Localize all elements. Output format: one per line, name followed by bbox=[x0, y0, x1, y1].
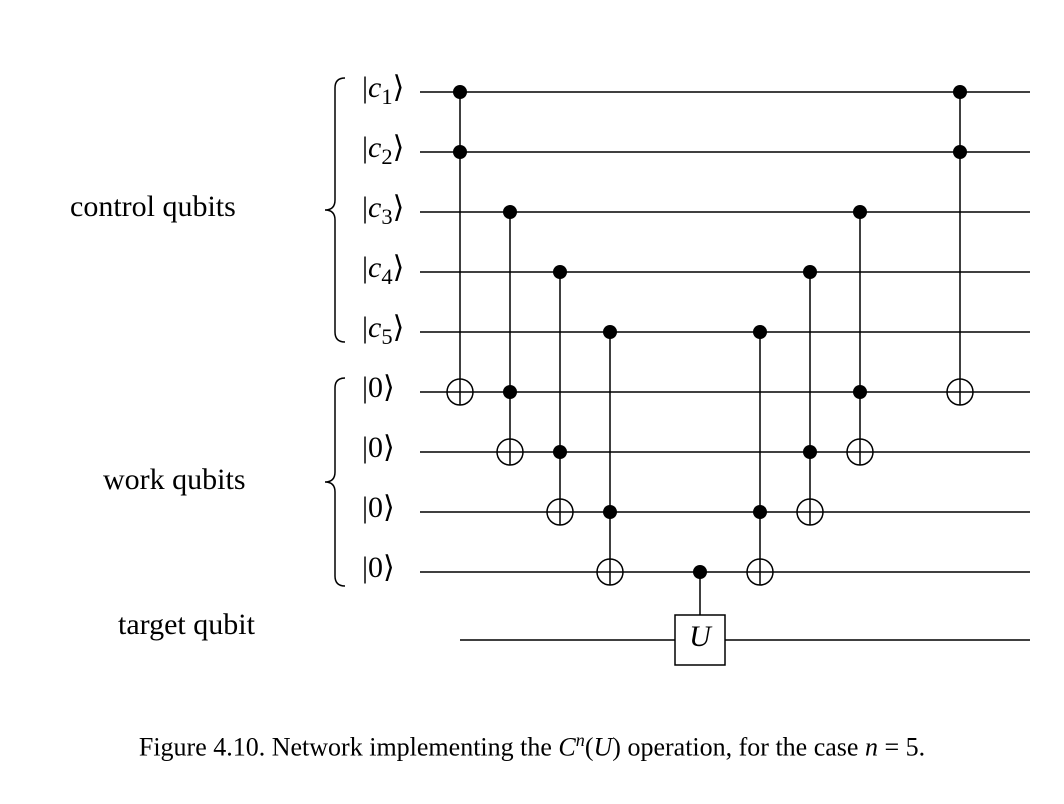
wire-label-c4: |c4⟩ bbox=[362, 250, 404, 290]
control-dot-7-0 bbox=[853, 205, 867, 219]
control-dot-8-0 bbox=[953, 85, 967, 99]
wire-label-w2: |0⟩ bbox=[362, 430, 395, 465]
control-dot-2-0 bbox=[553, 265, 567, 279]
control-dot-3-1 bbox=[603, 505, 617, 519]
wire-label-c2: |c2⟩ bbox=[362, 130, 404, 170]
control-qubits-label: control qubits bbox=[70, 190, 236, 224]
quantum-circuit-diagram bbox=[0, 0, 1064, 804]
control-dot-0-0 bbox=[453, 85, 467, 99]
u-gate-label: U bbox=[675, 620, 725, 654]
wire-label-c3: |c3⟩ bbox=[362, 190, 404, 230]
control-dot-6-0 bbox=[803, 265, 817, 279]
brace-control bbox=[325, 78, 345, 342]
brace-work bbox=[325, 378, 345, 586]
control-dot-8-1 bbox=[953, 145, 967, 159]
wire-label-c5: |c5⟩ bbox=[362, 310, 404, 350]
control-dot-3-0 bbox=[603, 325, 617, 339]
wire-label-c1: |c1⟩ bbox=[362, 70, 404, 110]
wire-label-w4: |0⟩ bbox=[362, 550, 395, 585]
caption-prefix: Figure 4.10. Network implementing the bbox=[139, 733, 559, 762]
control-dot-7-1 bbox=[853, 385, 867, 399]
target-qubit-label: target qubit bbox=[118, 608, 255, 642]
control-dot-0-1 bbox=[453, 145, 467, 159]
control-dot-1-1 bbox=[503, 385, 517, 399]
wire-label-w3: |0⟩ bbox=[362, 490, 395, 525]
wire-label-w1: |0⟩ bbox=[362, 370, 395, 405]
control-dot-4-0 bbox=[693, 565, 707, 579]
control-dot-1-0 bbox=[503, 205, 517, 219]
work-qubits-label: work qubits bbox=[103, 463, 246, 497]
control-dot-6-1 bbox=[803, 445, 817, 459]
figure-caption: Figure 4.10. Network implementing the Cn… bbox=[0, 730, 1064, 763]
control-dot-5-1 bbox=[753, 505, 767, 519]
control-dot-5-0 bbox=[753, 325, 767, 339]
control-dot-2-1 bbox=[553, 445, 567, 459]
